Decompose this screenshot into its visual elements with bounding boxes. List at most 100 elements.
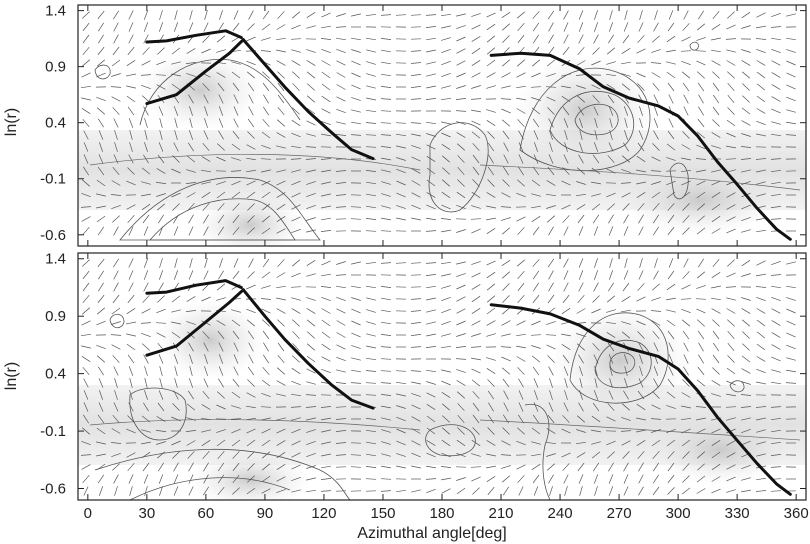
vector-segment — [247, 451, 255, 459]
vector-segment — [171, 47, 181, 55]
vector-segment — [756, 217, 766, 221]
vector-segment — [577, 46, 585, 56]
vector-segment — [639, 366, 643, 376]
vector-segment — [126, 428, 136, 434]
vector-segment — [232, 82, 240, 92]
vector-segment — [97, 46, 105, 56]
vector-segment — [503, 154, 509, 164]
vector-segment — [111, 452, 121, 458]
vector-segment — [186, 73, 196, 77]
vector-segment — [726, 24, 736, 30]
vector-segment — [727, 82, 735, 92]
vector-segment — [682, 475, 690, 483]
vector-segment — [291, 428, 301, 434]
vector-segment — [593, 22, 599, 32]
vector-segment — [533, 390, 539, 400]
vector-segment — [576, 85, 586, 89]
vector-segment — [233, 366, 239, 376]
vector-segment — [727, 355, 735, 363]
vector-segment — [260, 406, 272, 408]
vector-segment — [128, 474, 134, 484]
vector-segment — [277, 94, 285, 104]
vector-segment — [216, 297, 226, 301]
vector-segment — [576, 167, 586, 175]
vector-segment — [711, 297, 721, 301]
vector-segment — [786, 72, 796, 78]
vector-segment — [755, 286, 767, 288]
vector-segment — [246, 319, 256, 327]
vector-segment — [486, 465, 496, 469]
vector-segment — [306, 429, 316, 433]
vector-segment — [666, 180, 676, 186]
vector-segment — [471, 439, 481, 447]
vector-segment — [365, 13, 377, 17]
vector-segment — [113, 118, 119, 128]
vector-segment — [624, 366, 628, 376]
vector-segment — [141, 84, 151, 90]
vector-segment — [471, 379, 481, 387]
vector-segment — [472, 402, 480, 412]
vector-segment — [666, 191, 676, 199]
vector-segment — [653, 94, 659, 104]
vector-segment — [290, 158, 302, 160]
vector-segment — [233, 106, 239, 116]
vector-segment — [321, 319, 331, 327]
vector-segment — [609, 118, 613, 128]
vector-segment — [486, 440, 496, 446]
vector-segment — [365, 109, 377, 113]
vector-segment — [126, 60, 136, 66]
vector-segment — [128, 34, 134, 44]
vector-segment — [188, 94, 194, 104]
y-axis-title-top: ln(r) — [3, 108, 20, 136]
vector-segment — [653, 378, 659, 388]
vector-segment — [696, 203, 706, 211]
vector-segment — [426, 333, 436, 337]
vector-segment — [606, 73, 616, 77]
vector-segment — [231, 428, 241, 434]
vector-segment — [561, 452, 571, 458]
vector-segment — [144, 366, 148, 376]
vector-segment — [531, 427, 541, 435]
vector-segment — [457, 179, 465, 187]
vector-segment — [456, 391, 466, 399]
vector-segment — [666, 71, 676, 79]
vector-segment — [471, 357, 481, 361]
vector-segment — [276, 192, 286, 198]
vector-segment — [652, 450, 660, 460]
vector-segment — [202, 35, 210, 43]
vector-segment — [532, 474, 540, 484]
vector-segment — [516, 97, 526, 101]
vector-segment — [380, 334, 392, 336]
vector-segment — [262, 319, 270, 327]
vector-segment — [127, 46, 135, 56]
vector-segment — [158, 474, 164, 484]
vector-segment — [501, 108, 511, 114]
vector-segment — [668, 118, 674, 128]
vector-segment — [246, 417, 256, 421]
vector-segment — [771, 121, 781, 125]
vector-segment — [741, 297, 751, 301]
vector-segment — [770, 274, 782, 276]
vector-segment — [653, 474, 659, 484]
vector-segment — [682, 227, 690, 235]
vector-segment — [83, 414, 89, 424]
vector-segment — [531, 59, 541, 67]
y-tick-label: 0.9 — [45, 308, 66, 325]
vector-segment — [425, 121, 437, 125]
vector-segment — [756, 120, 766, 126]
vector-segment — [291, 272, 301, 278]
vector-segment — [608, 214, 614, 224]
vector-segment — [231, 405, 241, 409]
vector-segment — [695, 298, 707, 300]
vector-segment — [156, 168, 166, 174]
vector-segment — [471, 272, 481, 278]
vector-segment — [681, 319, 691, 327]
vector-segment — [231, 143, 241, 151]
vector-segment — [81, 72, 91, 78]
vector-segment — [545, 86, 557, 88]
vector-segment — [126, 180, 136, 186]
vector-segment — [456, 60, 466, 66]
vector-segment — [276, 417, 286, 421]
vector-segment — [548, 22, 554, 32]
vector-segment — [576, 95, 586, 103]
